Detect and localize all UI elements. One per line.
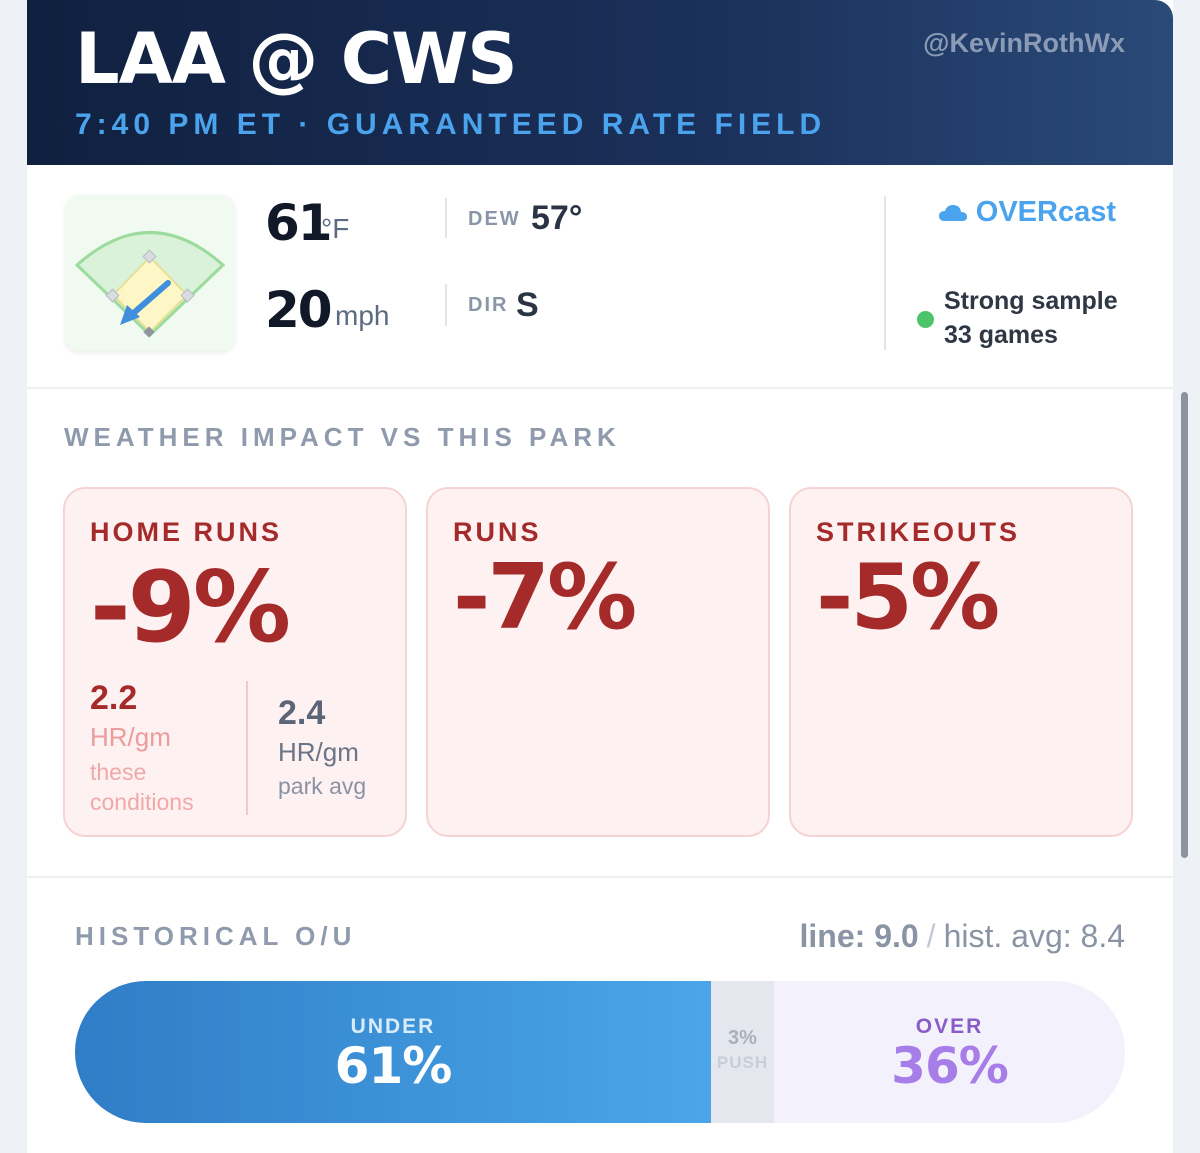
dew-label: DEW xyxy=(468,208,521,230)
wind-speed-unit: mph xyxy=(335,300,390,331)
game-time-venue: 7:40 PM ET · GUARANTEED RATE FIELD xyxy=(75,108,827,141)
hr-conditions-line1: these xyxy=(90,759,147,785)
wind-speed-value: 20 xyxy=(265,281,333,339)
ou-hist-avg: hist. avg: 8.4 xyxy=(943,918,1125,954)
under-segment: UNDER 61% xyxy=(75,981,711,1123)
hr-conditions-line2: conditions xyxy=(90,789,194,815)
impact-card-runs[interactable]: RUNS -7% xyxy=(426,487,770,837)
field-diagram xyxy=(74,231,226,338)
divider xyxy=(445,198,447,238)
over-segment: OVER 36% xyxy=(774,981,1125,1123)
cloud-icon xyxy=(938,205,967,222)
under-percent: 61% xyxy=(334,1037,453,1095)
hr-park-label: park avg xyxy=(278,773,367,799)
scrollbar[interactable] xyxy=(1181,392,1188,858)
brand-label: OVERcast xyxy=(938,196,1116,229)
impact-value: -5% xyxy=(816,545,1000,650)
hr-conditions-unit: HR/gm xyxy=(90,722,171,752)
game-card: LAA @ CWS @KevinRothWx 7:40 PM ET · GUAR… xyxy=(27,0,1173,1153)
ou-line: line: 9.0 xyxy=(799,918,919,954)
dew-value: 57° xyxy=(531,199,583,237)
divider xyxy=(246,681,248,815)
hr-conditions-value: 2.2 xyxy=(90,679,138,717)
sample-strength: Strong sample xyxy=(944,287,1118,315)
impact-label: HOME RUNS xyxy=(90,517,283,547)
hr-park-unit: HR/gm xyxy=(278,737,359,767)
ou-separator: / xyxy=(926,918,936,954)
divider xyxy=(445,284,447,326)
divider xyxy=(884,196,886,350)
impact-value: -7% xyxy=(453,545,637,650)
sample-games: 33 games xyxy=(944,321,1058,349)
impact-card-home-runs[interactable]: HOME RUNS -9% 2.2 HR/gm these conditions… xyxy=(63,487,407,837)
impact-label: STRIKEOUTS xyxy=(816,517,1021,547)
author-handle[interactable]: @KevinRothWx xyxy=(923,28,1125,58)
push-segment: 3% PUSH xyxy=(711,981,774,1123)
hr-conditions-label: these conditions xyxy=(90,757,194,817)
brand-text: OVERcast xyxy=(975,196,1116,228)
under-label: UNDER xyxy=(350,1015,436,1038)
divider xyxy=(27,387,1173,389)
wind-dir-label: DIR xyxy=(468,294,509,316)
divider xyxy=(27,876,1173,878)
matchup-title: LAA @ CWS xyxy=(75,18,518,100)
over-percent: 36% xyxy=(891,1037,1009,1095)
push-label: PUSH xyxy=(716,1053,769,1072)
over-label: OVER xyxy=(915,1015,984,1038)
impact-value: -9% xyxy=(90,551,291,665)
status-dot-icon xyxy=(917,311,934,328)
baseball-field-wind-icon xyxy=(65,195,235,351)
impact-card-strikeouts[interactable]: STRIKEOUTS -5% xyxy=(789,487,1133,837)
temperature-unit: °F xyxy=(321,213,350,244)
ou-split-bar: UNDER 61% 3% PUSH OVER 36% xyxy=(75,981,1125,1123)
push-percent: 3% xyxy=(728,1027,757,1049)
impact-label: RUNS xyxy=(453,517,542,547)
hr-park-value: 2.4 xyxy=(278,694,326,732)
ou-line-info: line: 9.0/hist. avg: 8.4 xyxy=(800,918,1125,955)
sample-info: Strong sample 33 games xyxy=(944,284,1118,352)
wind-dir-value: S xyxy=(516,286,539,324)
temperature-value: 61 xyxy=(265,194,333,252)
historical-section-title: HISTORICAL O/U xyxy=(75,921,357,951)
impact-section-title: WEATHER IMPACT VS THIS PARK xyxy=(64,422,621,452)
card-header: LAA @ CWS @KevinRothWx 7:40 PM ET · GUAR… xyxy=(27,0,1173,165)
